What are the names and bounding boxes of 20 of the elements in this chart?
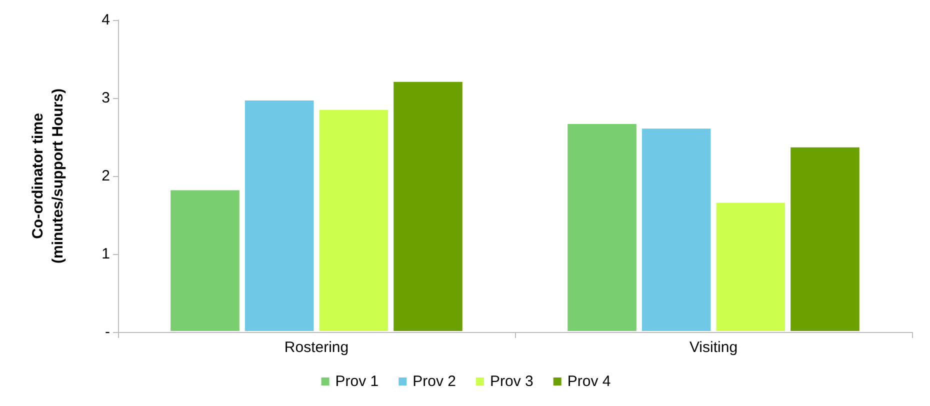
legend-label: Prov 2 xyxy=(412,373,456,390)
bar xyxy=(715,202,786,332)
bar xyxy=(640,128,712,332)
bar xyxy=(318,108,390,332)
legend-label: Prov 4 xyxy=(567,373,611,390)
x-tick-label: Visiting xyxy=(689,339,738,356)
y-tick-label: - xyxy=(105,324,110,340)
bar xyxy=(566,122,638,332)
legend-label: Prov 1 xyxy=(335,373,379,390)
bar xyxy=(790,146,860,332)
bar xyxy=(170,189,240,332)
legend-label: Prov 3 xyxy=(490,373,534,390)
y-tick-label: 4 xyxy=(102,12,110,28)
bar xyxy=(392,80,464,332)
x-tick-label: Rostering xyxy=(284,339,349,356)
y-tick-label: 1 xyxy=(102,246,110,262)
y-tick-label: 2 xyxy=(102,168,110,184)
y-tick-label: 3 xyxy=(102,90,110,106)
y-axis-title: Co-ordinator time (minutes/support Hours) xyxy=(30,88,66,264)
bar xyxy=(244,100,315,332)
